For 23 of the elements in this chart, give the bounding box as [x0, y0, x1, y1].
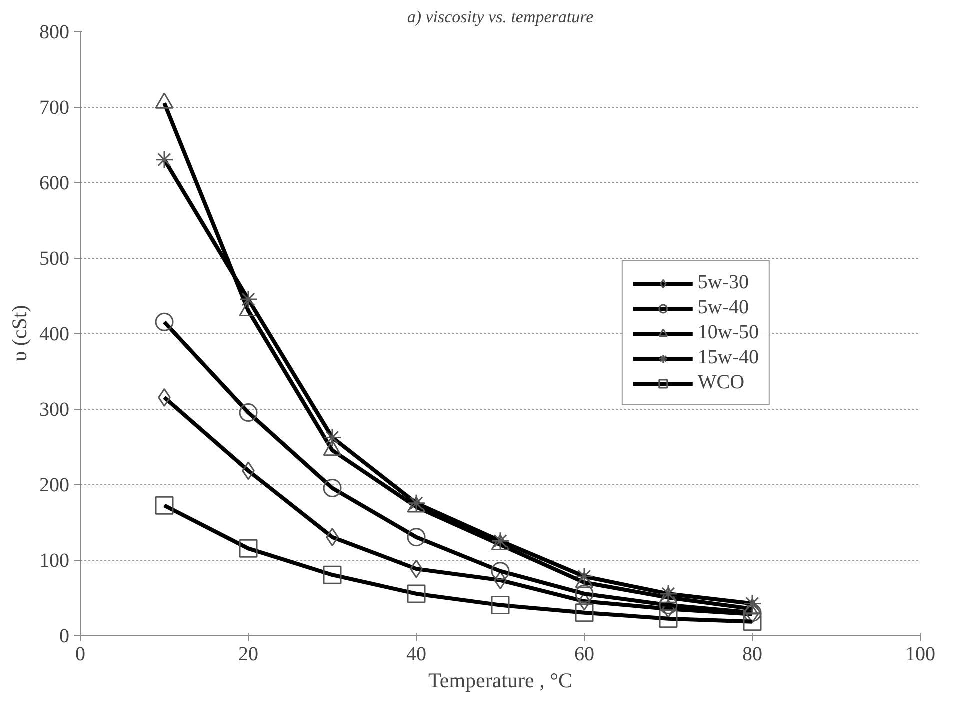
y-tick-label: 600: [40, 172, 70, 194]
x-tick-label: 80: [742, 644, 762, 666]
y-tick-label: 0: [60, 626, 70, 648]
y-tick-label: 800: [40, 22, 70, 44]
legend-label: 5w-30: [698, 272, 749, 294]
legend-label: 15w-40: [698, 346, 759, 370]
y-tick-label: 700: [40, 97, 70, 119]
legend-label: 10w-50: [698, 322, 759, 344]
x-tick-label: 40: [406, 644, 426, 666]
chart-title: a) viscosity vs. temperature: [407, 8, 594, 26]
x-tick-label: 20: [238, 644, 258, 666]
y-tick-label: 300: [40, 399, 70, 421]
x-tick-label: 60: [574, 644, 594, 666]
y-tick-label: 200: [40, 474, 70, 496]
x-tick-label: 100: [906, 644, 936, 666]
y-tick-label: 400: [40, 324, 70, 346]
y-tick-label: 500: [40, 248, 70, 270]
legend-label: WCO: [698, 372, 745, 394]
y-axis-title: υ (cSt): [8, 305, 32, 362]
x-tick-label: 0: [76, 644, 86, 666]
y-tick-label: 100: [40, 550, 70, 572]
legend-label: 5w-40: [698, 296, 749, 320]
x-axis-title: Temperature , °C: [428, 668, 572, 692]
